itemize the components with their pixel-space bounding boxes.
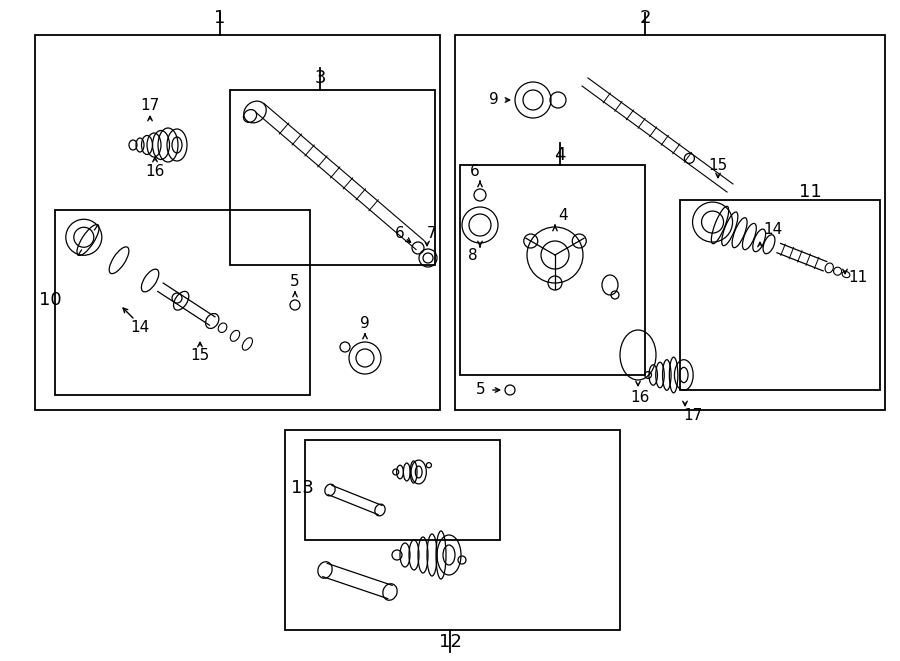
Text: 16: 16 bbox=[145, 165, 165, 180]
Text: 13: 13 bbox=[291, 479, 313, 497]
Bar bbox=[285, 430, 620, 630]
Text: 6: 6 bbox=[395, 225, 405, 241]
Text: 11: 11 bbox=[849, 270, 868, 286]
Bar bbox=[455, 35, 885, 410]
Bar bbox=[35, 35, 440, 410]
Text: 10: 10 bbox=[39, 291, 61, 309]
Text: 15: 15 bbox=[191, 348, 210, 362]
Text: 9: 9 bbox=[360, 315, 370, 330]
Text: 8: 8 bbox=[468, 249, 478, 264]
Bar bbox=[680, 200, 880, 390]
Text: 2: 2 bbox=[639, 9, 651, 27]
Text: 4: 4 bbox=[554, 146, 566, 164]
Text: 5: 5 bbox=[476, 383, 486, 397]
Bar bbox=[305, 440, 500, 540]
Text: 4: 4 bbox=[558, 208, 568, 223]
Text: 3: 3 bbox=[314, 69, 326, 87]
Text: 9: 9 bbox=[489, 93, 499, 108]
Text: 6: 6 bbox=[470, 165, 480, 180]
Text: 16: 16 bbox=[630, 391, 650, 405]
Text: 12: 12 bbox=[438, 633, 462, 651]
Bar bbox=[230, 90, 435, 265]
Text: 14: 14 bbox=[130, 319, 149, 334]
Bar bbox=[55, 210, 310, 395]
Text: 15: 15 bbox=[708, 157, 727, 173]
Text: 5: 5 bbox=[290, 274, 300, 290]
Text: 17: 17 bbox=[140, 98, 159, 114]
Bar bbox=[460, 165, 645, 375]
Text: 17: 17 bbox=[683, 408, 703, 424]
Text: 11: 11 bbox=[798, 183, 822, 201]
Text: 7: 7 bbox=[428, 225, 436, 241]
Text: 14: 14 bbox=[763, 223, 783, 237]
Text: 1: 1 bbox=[214, 9, 226, 27]
